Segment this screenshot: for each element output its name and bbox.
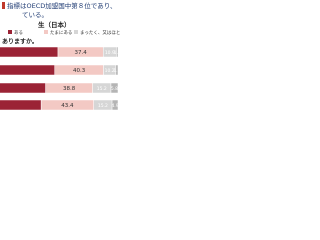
data-label: 37.4: [74, 50, 87, 56]
plot-area: 37.4 10.91.3 40.3 10.21.8 38.8 15.2 5.8 43.4 15.…: [0, 46, 120, 111]
bar-segment: [0, 64, 55, 76]
legend-swatch: [44, 30, 48, 34]
chart-subtitle: ている。: [22, 11, 48, 19]
bar-segment: [116, 46, 119, 58]
legend-swatch: [74, 30, 78, 34]
data-label: 43.4: [61, 103, 74, 109]
bar-segment: [0, 46, 59, 58]
data-label: 15.2: [98, 103, 108, 109]
bar-segment: [0, 82, 46, 94]
legend: ある たまにある まったく、又はほとんどない: [8, 29, 120, 36]
data-label: 4.9: [111, 103, 118, 109]
data-label: 5.8: [111, 86, 118, 92]
bar-segment: [111, 99, 119, 111]
data-label: 40.3: [73, 68, 86, 74]
data-label: 10.2: [105, 68, 115, 74]
data-label: 15.2: [97, 86, 107, 92]
data-label: 1.8: [113, 68, 120, 74]
legend-label: まったく、又はほとんどない: [80, 29, 120, 36]
legend-label: たまにある: [50, 30, 72, 36]
data-label: 10.9: [105, 50, 115, 56]
legend-label: ある: [14, 30, 23, 36]
bar-segment: [110, 82, 119, 94]
title-marker: [2, 2, 5, 9]
chart-title: 指標はOECD加盟国中第８位であり、: [7, 1, 116, 10]
legend-swatch: [8, 30, 12, 34]
question: ありますか。: [2, 38, 38, 46]
group-label: 生（日本）: [38, 20, 71, 29]
data-label: 1.3: [114, 50, 120, 56]
chart: 指標はOECD加盟国中第８位であり、 ている。 生（日本） ある たまにある まった…: [0, 0, 120, 120]
bar-segment: [0, 99, 42, 111]
data-label: 38.8: [63, 86, 76, 92]
bar-segment: [115, 64, 119, 76]
